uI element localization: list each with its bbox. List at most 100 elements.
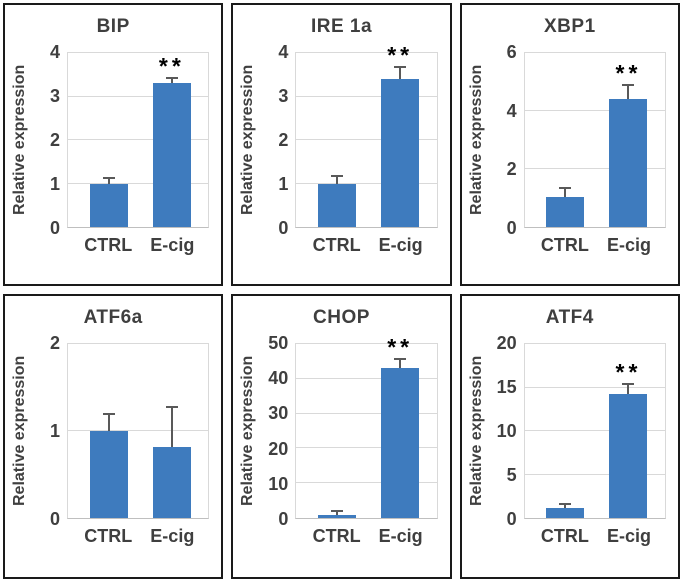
- x-axis-labels: CTRL E-cig: [67, 228, 209, 258]
- y-tick-label: 6: [506, 42, 517, 62]
- y-axis-title: Relative expression: [239, 64, 257, 216]
- y-tick-label: 0: [49, 509, 60, 529]
- gridline: [296, 182, 437, 184]
- chart-title: CHOP: [313, 307, 370, 328]
- gridline: [68, 182, 209, 184]
- y-tick-label: 4: [506, 100, 517, 121]
- error-bar: [399, 68, 402, 80]
- error-bar-cap: [331, 174, 344, 177]
- plot-column: ** CTRL E-cig: [523, 343, 666, 577]
- x-tick-label: E-cig: [150, 235, 195, 255]
- error-bar-cap: [559, 187, 572, 190]
- y-tick-label: 0: [49, 218, 60, 238]
- chart-plot: 0 1 2 3 4 ** CTRL E-cig: [31, 42, 210, 284]
- y-tick-label: 1: [278, 174, 289, 194]
- chart-panel-xbp1: XBP1 Relative expression 0 2 4 6 ** CTRL E-cig: [459, 3, 680, 286]
- error-bar-cap: [559, 502, 572, 505]
- x-axis-labels: CTRL E-cig: [67, 519, 209, 549]
- gridline: [68, 430, 209, 431]
- plot-column: ** CTRL E-cig: [295, 335, 438, 577]
- chart-title: XBP1: [544, 16, 596, 37]
- plot-column: CTRL E-cig: [67, 343, 210, 577]
- error-bar-cap: [102, 177, 115, 180]
- chart-plot: 0 1 2 CTRL E-cig: [31, 333, 210, 577]
- x-tick-label: CTRL: [84, 235, 133, 255]
- bar-e-cig: [381, 79, 420, 227]
- x-tick-label: E-cig: [378, 235, 423, 255]
- significance-stars: **: [615, 358, 642, 385]
- y-ticks-column: 0 1 2 3 4: [259, 42, 295, 238]
- y-tick-label: 40: [268, 368, 289, 389]
- chart-panel-atf6a: ATF6a Relative expression 0 1 2 CTRL E-cig: [3, 294, 224, 579]
- y-tick-label: 0: [278, 509, 289, 529]
- y-tick-label: 5: [506, 465, 517, 485]
- gridline: [296, 377, 437, 379]
- bar-ctrl: [318, 183, 357, 227]
- plot-area: [67, 343, 210, 519]
- gridline: [296, 139, 437, 140]
- bar-e-cig: [152, 83, 191, 227]
- significance-stars: **: [387, 333, 414, 360]
- gridline: [296, 447, 437, 449]
- bar-e-cig: [609, 99, 648, 227]
- error-bar: [399, 359, 402, 369]
- plot-column: ** CTRL E-cig: [523, 52, 666, 284]
- chart-plot: 0 1 2 3 4 ** CTRL E-cig: [259, 42, 438, 284]
- significance-stars: **: [387, 42, 414, 69]
- y-tick-label: 30: [268, 403, 289, 424]
- plot-column: ** CTRL E-cig: [67, 52, 210, 284]
- y-tick-label: 15: [496, 377, 517, 397]
- y-axis-title: Relative expression: [467, 355, 485, 507]
- gridline: [68, 95, 209, 97]
- gridline: [68, 139, 209, 140]
- bar-ctrl: [89, 183, 128, 227]
- error-bar: [627, 384, 630, 394]
- chart-panel-ire1a: IRE 1a Relative expression 0 1 2 3 4 ** CTRL E-…: [231, 3, 452, 286]
- bar-ctrl: [546, 196, 585, 227]
- bar-e-cig: [381, 368, 420, 518]
- y-tick-label: 3: [49, 86, 60, 106]
- bar-e-cig: [609, 393, 648, 518]
- y-tick-label: 2: [49, 333, 60, 353]
- significance-stars: **: [158, 53, 185, 80]
- plot-column: ** CTRL E-cig: [295, 44, 438, 284]
- y-tick-label: 10: [268, 473, 289, 494]
- y-tick-label: 20: [496, 333, 517, 353]
- x-tick-label: E-cig: [606, 235, 651, 255]
- bar-e-cig: [152, 446, 191, 518]
- plot-area: **: [67, 52, 210, 228]
- y-axis-title: Relative expression: [239, 355, 257, 507]
- error-bar: [564, 189, 567, 197]
- gridline: [524, 473, 665, 475]
- error-bar-cap: [165, 405, 178, 408]
- x-tick-label: CTRL: [312, 235, 361, 255]
- x-tick-label: E-cig: [606, 526, 651, 546]
- gridline: [296, 412, 437, 414]
- chart-panel-atf4: ATF4 Relative expression 0 5 10 15 20 ** CTRL E…: [459, 294, 680, 579]
- chart-plot: 0 2 4 6 ** CTRL E-cig: [488, 42, 666, 284]
- error-bar: [107, 179, 110, 184]
- y-tick-label: 10: [496, 421, 517, 441]
- x-tick-label: E-cig: [150, 526, 195, 546]
- x-axis-labels: CTRL E-cig: [524, 519, 666, 549]
- error-bar: [170, 407, 173, 447]
- bar-ctrl: [89, 431, 128, 518]
- x-axis-labels: CTRL E-cig: [295, 519, 437, 549]
- chart-panel-bip: BIP Relative expression 0 1 2 3 4 ** CTRL E-cig: [3, 3, 224, 286]
- y-ticks-column: 0 10 20 30 40 50: [259, 333, 295, 529]
- y-tick-label: 2: [278, 130, 289, 150]
- plot-area: **: [523, 343, 666, 519]
- plot-area: **: [295, 335, 438, 519]
- y-axis-title: Relative expression: [467, 64, 485, 216]
- gridline: [524, 386, 665, 388]
- y-tick-label: 3: [278, 86, 289, 106]
- plot-area: **: [523, 52, 666, 228]
- gridline: [296, 482, 437, 484]
- error-bar-cap: [622, 84, 635, 87]
- error-bar-cap: [102, 413, 115, 416]
- y-tick-label: 0: [278, 218, 289, 238]
- error-bar: [336, 176, 339, 184]
- gridline: [524, 168, 665, 169]
- y-tick-label: 1: [49, 174, 60, 194]
